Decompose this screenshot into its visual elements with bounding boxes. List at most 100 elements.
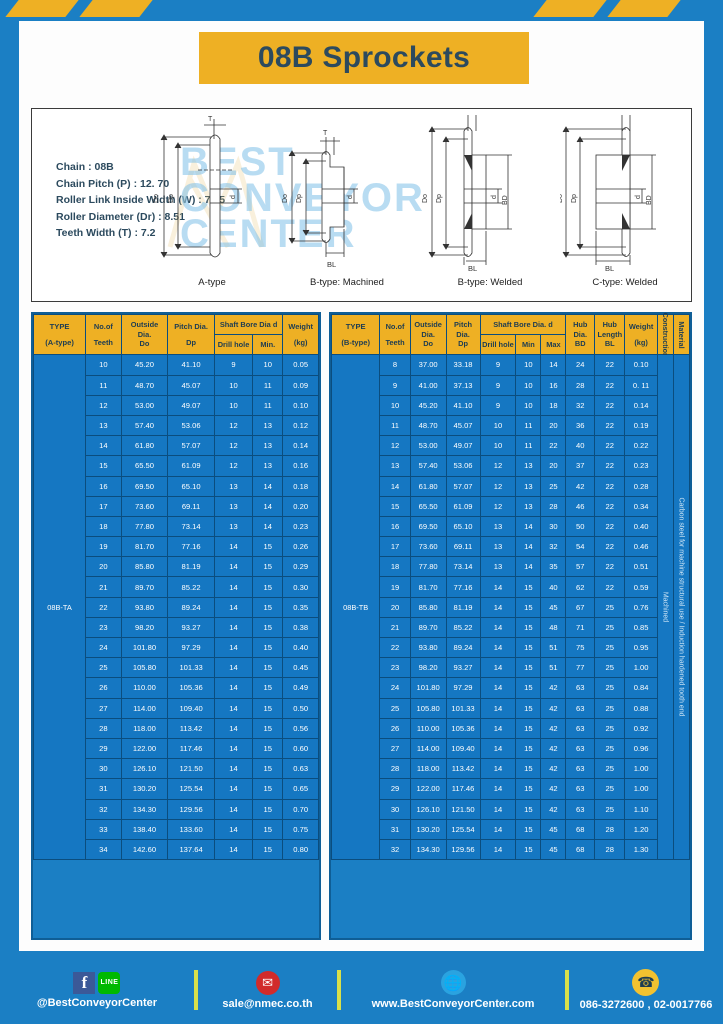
table-cell: 81.70 bbox=[120, 536, 169, 558]
th-weight: Weight (kg) bbox=[282, 313, 319, 356]
table-cell: 85.22 bbox=[167, 576, 215, 598]
th-b-teeth: No.of Teeth bbox=[379, 313, 411, 356]
th-type: TYPE (A-type) bbox=[32, 313, 87, 356]
table-cell: 117.46 bbox=[445, 778, 481, 800]
table-cell: 0.85 bbox=[624, 616, 658, 639]
table-cell: 101.33 bbox=[445, 697, 481, 719]
table-cell: 45.20 bbox=[409, 394, 447, 416]
table-cell: 13 bbox=[379, 455, 411, 477]
phone-numbers[interactable]: 086-3272600 , 02-0017766 bbox=[579, 999, 713, 1011]
table-cell: 15 bbox=[515, 838, 542, 861]
table-cell: 25 bbox=[594, 636, 626, 659]
table-cell: 105.36 bbox=[445, 717, 481, 739]
footer-email[interactable]: ✉ sale@nmec.co.th bbox=[198, 970, 337, 1010]
table-cell: 12 bbox=[479, 495, 517, 517]
th-b-min: Min bbox=[515, 334, 542, 356]
table-row: 33 138.40 133.60 14 15 0.75 bbox=[34, 818, 319, 840]
table-cell: 0.80 bbox=[282, 838, 319, 861]
table-cell: 134.30 bbox=[120, 798, 169, 820]
table-cell: 24 bbox=[379, 677, 411, 699]
svg-text:Dp: Dp bbox=[571, 194, 578, 203]
th-outside-main: Outside bbox=[130, 320, 159, 330]
footer-social[interactable]: f LINE @BestConveyorCenter bbox=[0, 971, 194, 1009]
table-row: 25 105.80 101.33 14 15 42 63 25 0.88 bbox=[332, 697, 690, 719]
table-cell: 0.38 bbox=[282, 616, 319, 639]
table-cell: 69.50 bbox=[409, 515, 447, 538]
table-cell: 57.40 bbox=[120, 414, 169, 437]
table-cell: 9 bbox=[479, 394, 517, 416]
table-cell: 77.16 bbox=[445, 576, 481, 598]
table-cell: 28 bbox=[594, 838, 626, 861]
table-cell: 0.14 bbox=[282, 435, 319, 457]
table-cell: 0.35 bbox=[282, 596, 319, 618]
table-cell: 13 bbox=[252, 455, 284, 477]
table-cell: 22 bbox=[594, 515, 626, 538]
email-address[interactable]: sale@nmec.co.th bbox=[222, 997, 313, 1010]
table-cell: 101.80 bbox=[409, 677, 447, 699]
table-cell: 28 bbox=[379, 758, 411, 780]
website-url[interactable]: www.BestConveyorCenter.com bbox=[371, 998, 535, 1010]
table-cell: 0.29 bbox=[282, 556, 319, 578]
table-cell: 48.70 bbox=[409, 414, 447, 437]
figure-caption-c-welded: C-type: Welded bbox=[592, 277, 658, 288]
table-cell: 13 bbox=[479, 556, 517, 578]
table-cell: 125.54 bbox=[167, 778, 215, 800]
table-cell: 0.84 bbox=[624, 677, 658, 699]
table-cell: 15 bbox=[252, 596, 284, 618]
table-a-body: 08B-TA 10 45.20 41.10 9 10 0.05 11 48.70 45.07 10 1… bbox=[32, 354, 319, 861]
svg-text:BL: BL bbox=[327, 260, 336, 269]
table-cell: 1.00 bbox=[624, 778, 658, 800]
table-cell: 14 bbox=[252, 475, 284, 497]
table-cell: 12 bbox=[479, 475, 517, 497]
table-cell: 51 bbox=[540, 657, 567, 679]
table-cell: 63 bbox=[565, 737, 596, 760]
spec-roller-width: Roller Link Inside Width (W) : 7.75 bbox=[56, 194, 226, 206]
table-cell: 42 bbox=[540, 717, 567, 739]
facebook-icon[interactable]: f bbox=[73, 971, 96, 994]
table-cell: 89.70 bbox=[120, 576, 169, 598]
table-row: 24 101.80 97.29 14 15 42 63 25 0.84 bbox=[332, 677, 690, 699]
line-icon[interactable]: LINE bbox=[98, 971, 121, 994]
table-row: 34 142.60 137.64 14 15 0.80 bbox=[34, 838, 319, 861]
table-cell: 69.11 bbox=[445, 536, 481, 558]
facebook-handle[interactable]: @BestConveyorCenter bbox=[36, 996, 158, 1009]
table-cell: 8 bbox=[379, 354, 411, 376]
th-outside-dia: Outside Dia. Do bbox=[120, 313, 169, 356]
table-cell: 101.33 bbox=[167, 657, 215, 679]
table-cell: 24 bbox=[85, 636, 122, 659]
table-cell: 25 bbox=[594, 798, 626, 820]
th-b-hublen-sub1: Length bbox=[597, 329, 623, 339]
table-cell: 14 bbox=[479, 697, 517, 719]
th-b-hubdia-main: Hub bbox=[573, 320, 588, 330]
table-cell: 10 bbox=[213, 394, 254, 416]
table-cell: 25 bbox=[594, 596, 626, 618]
page-title-text: 08B Sprockets bbox=[257, 41, 471, 74]
table-cell: 0.20 bbox=[282, 495, 319, 517]
table-row: 18 77.80 73.14 13 14 0.23 bbox=[34, 515, 319, 538]
table-cell: 12 bbox=[213, 435, 254, 457]
th-teeth: No.of Teeth bbox=[85, 313, 122, 356]
table-cell: 93.80 bbox=[120, 596, 169, 618]
footer-phone[interactable]: ☎ 086-3272600 , 02-0017766 bbox=[569, 969, 723, 1011]
table-cell: 73.60 bbox=[120, 495, 169, 517]
th-b-pitch-sub2: Dp bbox=[458, 339, 468, 349]
th-b-material: Material bbox=[672, 313, 691, 356]
table-cell: 40 bbox=[565, 435, 596, 457]
footer-website[interactable]: 🌐 www.BestConveyorCenter.com bbox=[341, 970, 565, 1010]
table-row: 16 69.50 65.10 13 14 30 50 22 0.40 bbox=[332, 515, 690, 538]
th-b-drill-hole: Drill hole bbox=[479, 334, 517, 356]
figure-a-type: Do Dp d T bbox=[152, 115, 272, 275]
construction-cell: Machined bbox=[656, 354, 674, 861]
table-cell: 25 bbox=[594, 616, 626, 639]
table-row: 25 105.80 101.33 14 15 0.45 bbox=[34, 657, 319, 679]
th-b-hub-length: Hub Length BL bbox=[594, 313, 626, 356]
table-cell: 1.00 bbox=[624, 758, 658, 780]
figure-caption-b-welded: B-type: Welded bbox=[457, 277, 523, 288]
table-row: 21 89.70 85.22 14 15 0.30 bbox=[34, 576, 319, 598]
spec-list: Chain : 08B Chain Pitch (P) : 12. 70 Rol… bbox=[56, 159, 225, 242]
table-cell: 34 bbox=[85, 838, 122, 861]
table-cell: 13 bbox=[213, 475, 254, 497]
table-cell: 1.30 bbox=[624, 838, 658, 861]
table-cell: 114.00 bbox=[120, 697, 169, 719]
table-cell: 15 bbox=[252, 697, 284, 719]
